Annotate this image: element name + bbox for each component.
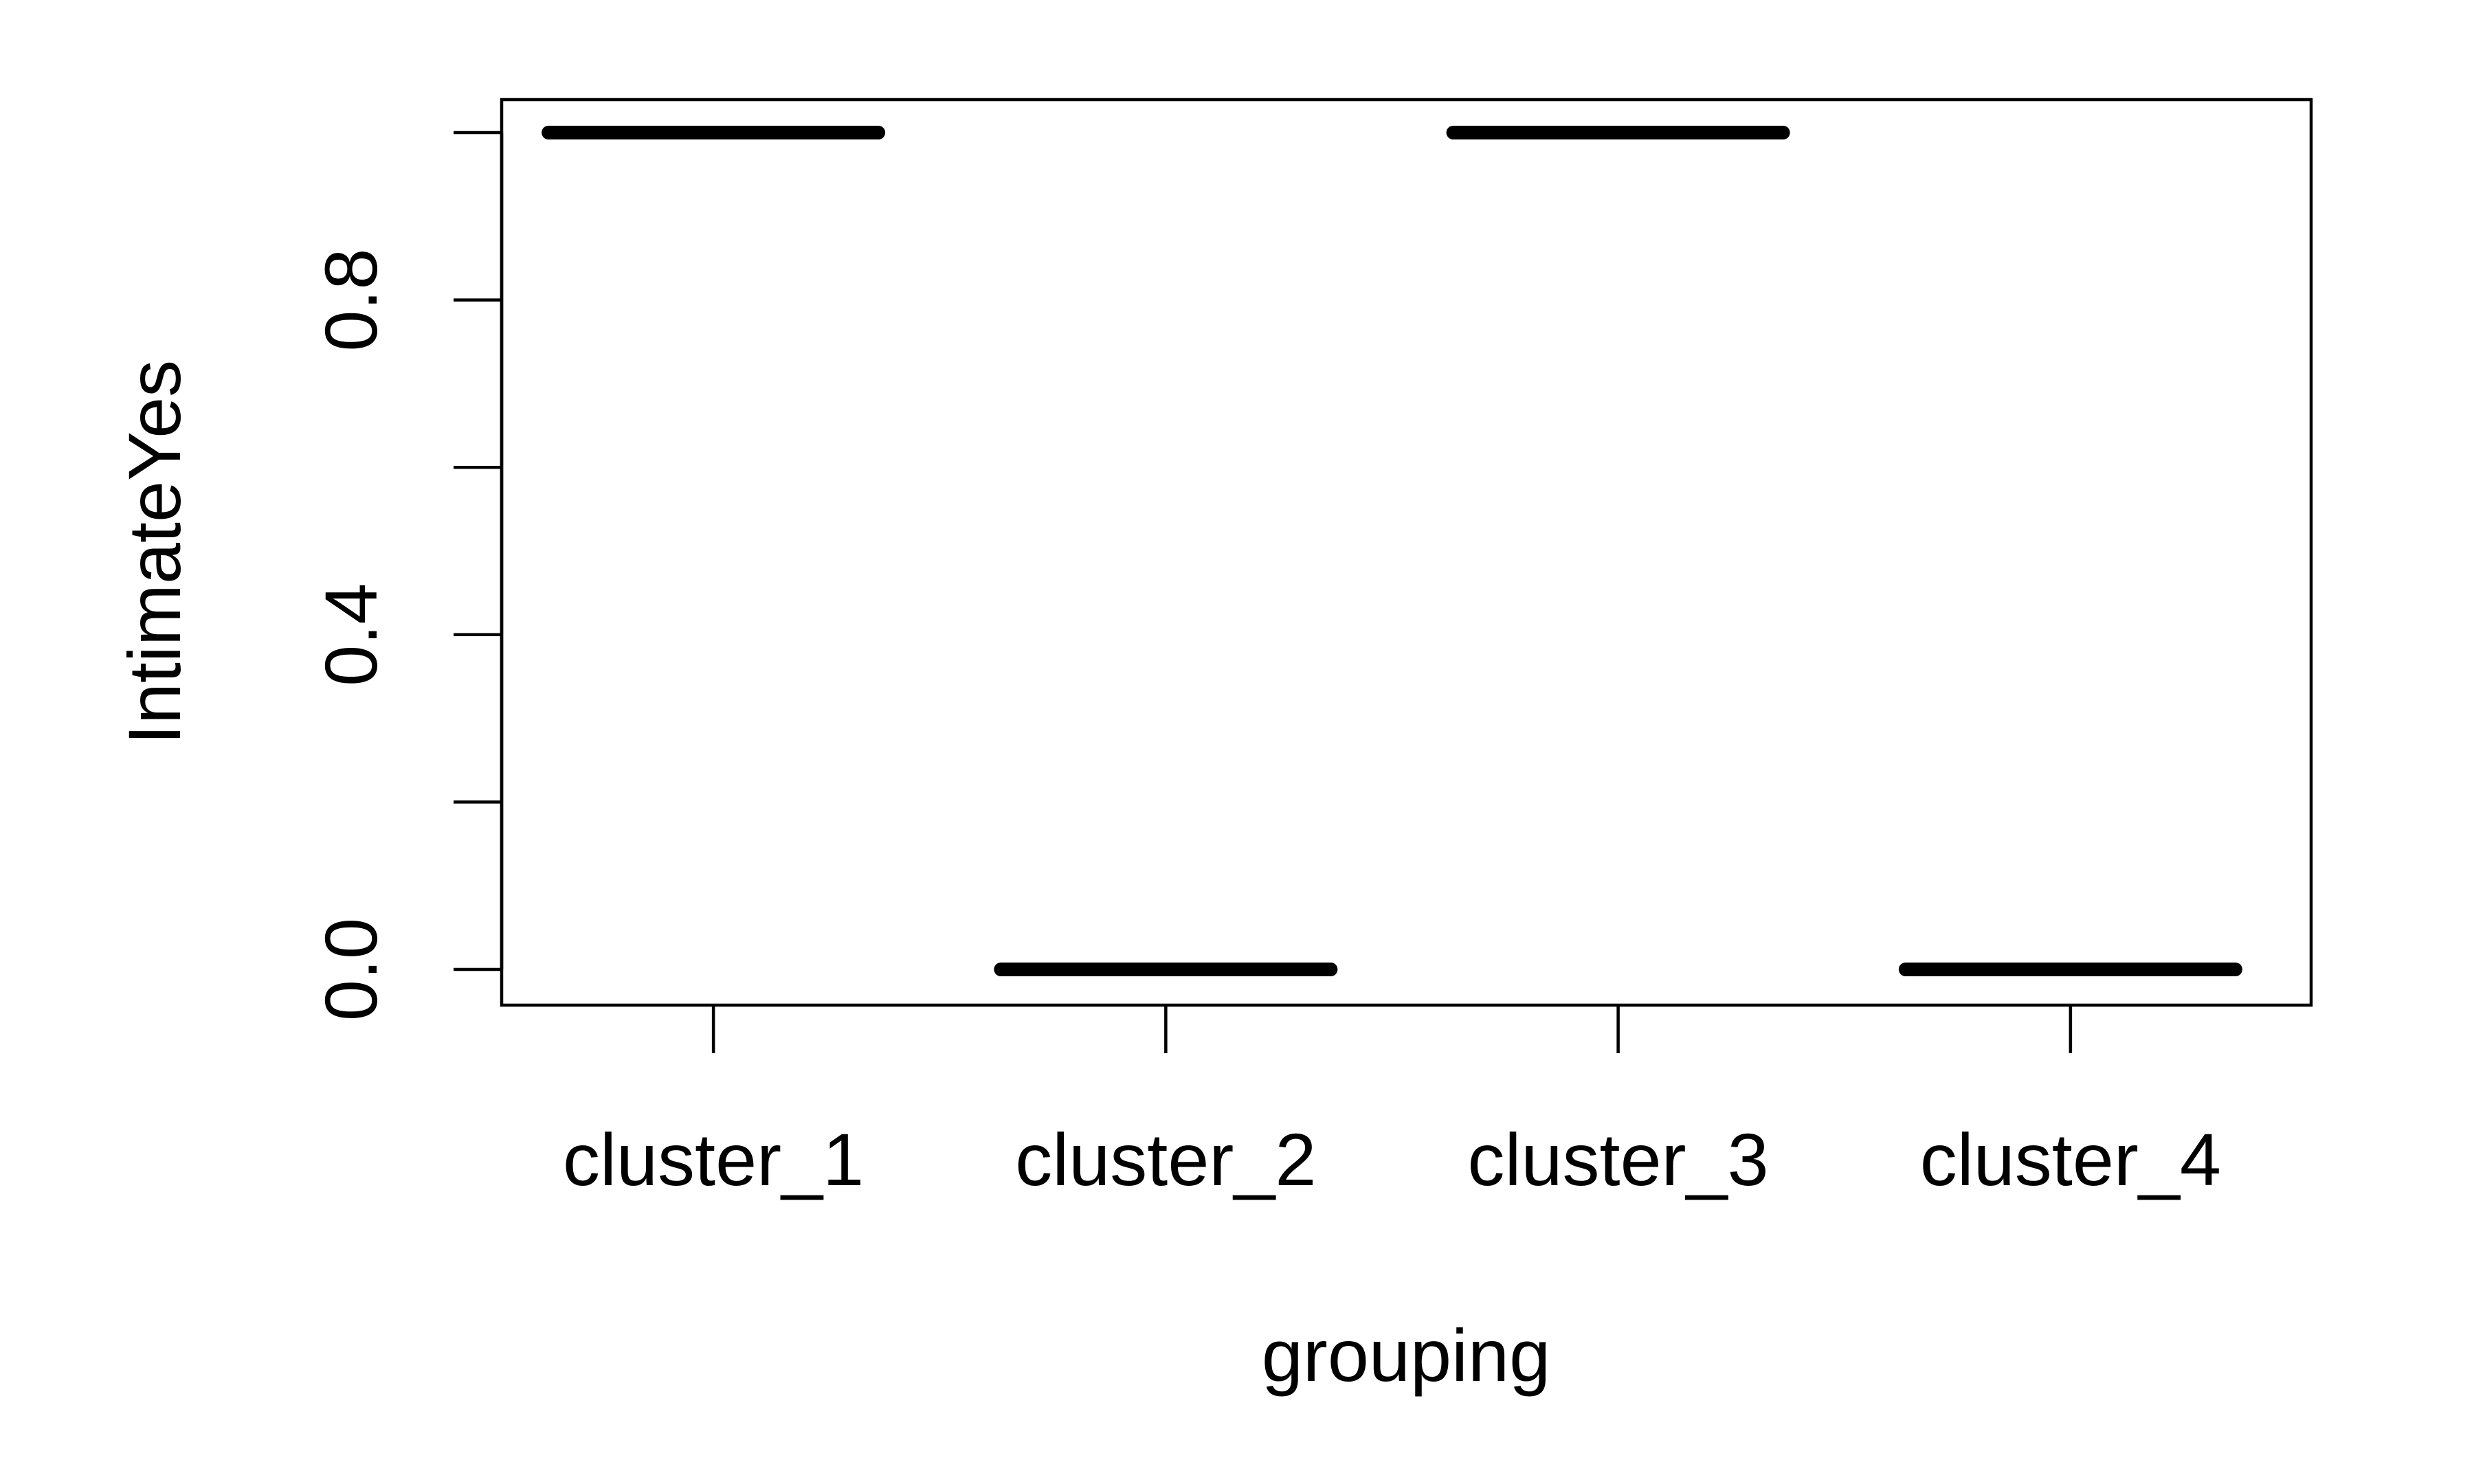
x-axis: cluster_1 cluster_2 cluster_3 cluster_4 — [563, 1005, 2221, 1201]
median-lines — [542, 126, 2242, 976]
y-axis: 0.0 0.4 0.8 — [309, 131, 504, 1021]
y-tick-label: 0.0 — [309, 918, 392, 1021]
y-tick-label: 0.8 — [309, 249, 392, 352]
x-tick-label: cluster_3 — [1468, 1118, 1769, 1201]
y-axis-title: IntimateYes — [113, 360, 196, 745]
x-tick-label: cluster_2 — [1015, 1118, 1316, 1201]
x-tick-label: cluster_1 — [563, 1118, 864, 1201]
x-axis-title: grouping — [1262, 1314, 1550, 1397]
x-tick-label: cluster_4 — [1920, 1118, 2221, 1201]
y-tick-label: 0.4 — [309, 583, 392, 686]
